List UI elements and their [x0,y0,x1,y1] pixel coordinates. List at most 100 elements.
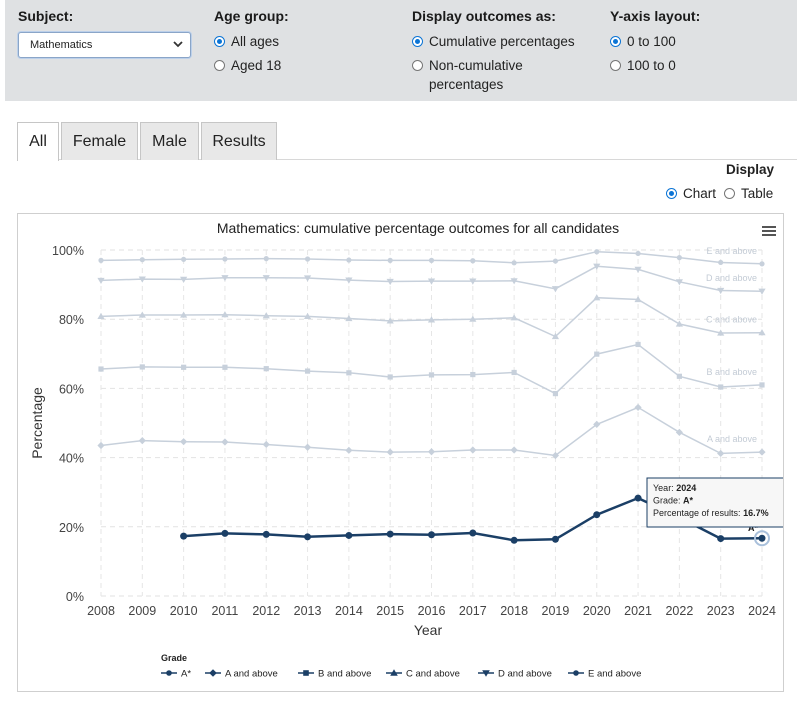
x-tick-label: 2021 [624,604,652,618]
data-point [469,278,477,285]
data-point [551,332,560,340]
data-point [634,266,642,273]
data-point [427,278,436,285]
data-point [552,258,559,264]
data-point [717,329,725,336]
data-point [717,449,725,458]
tab-female[interactable]: Female [61,122,138,160]
data-point [180,276,188,284]
data-point [428,257,435,263]
display-option-table[interactable]: Table [724,184,773,203]
y-axis-layout-label: Y-axis layout: [610,8,701,24]
data-point [97,312,105,320]
age-group-label: Age group: [214,8,289,24]
tooltip-line: Year: 2024 [653,483,696,493]
data-point [263,256,269,262]
tooltip-line: Percentage of results: 16.7% [653,508,769,518]
data-point [222,256,228,262]
data-point [676,255,682,261]
data-point [634,295,642,303]
radio-icon[interactable] [610,36,621,47]
tooltip-line: Grade: A* [653,496,694,506]
x-tick-label: 2020 [583,604,611,618]
x-tick-label: 2014 [335,604,363,618]
data-point [304,533,312,541]
y-tick-label: 60% [59,382,84,396]
x-tick-label: 2016 [418,604,446,618]
yaxis-option-0-100-label: 0 to 100 [627,34,676,49]
radio-icon[interactable] [724,188,736,199]
outcome-option-noncumulative[interactable]: Non-cumulative percentages [412,56,542,94]
filter-bar: Subject: Mathematics Age group: All ages… [5,0,797,101]
tab-results[interactable]: Results [201,122,277,160]
data-point [222,364,228,370]
radio-icon[interactable] [412,36,423,47]
radio-icon[interactable] [412,60,423,71]
age-option-18-label: Aged 18 [231,58,282,73]
data-point [634,403,642,412]
x-tick-label: 2017 [459,604,487,618]
display-option-chart-label: Chart [683,186,717,201]
data-point [552,390,559,397]
data-point [346,257,352,263]
yaxis-option-100-0[interactable]: 100 to 0 [610,56,700,75]
data-point [221,529,229,537]
data-point [759,382,765,388]
yaxis-option-0-100[interactable]: 0 to 100 [610,32,700,51]
age-option-18[interactable]: Aged 18 [214,56,289,75]
data-point [593,511,601,519]
data-point [551,286,560,293]
data-point [718,259,724,266]
data-point [758,534,766,542]
data-point [304,256,311,262]
data-point [551,535,559,543]
outcome-option-cumulative[interactable]: Cumulative percentages [412,32,575,51]
hamburger-menu-icon[interactable] [762,226,776,238]
radio-icon[interactable] [214,60,225,71]
data-point [635,250,641,257]
legend-item: A and above [225,669,278,680]
legend-marker [482,670,490,677]
series-end-label: E and above [706,246,757,256]
data-point [181,256,187,262]
x-tick-label: 2009 [128,604,156,618]
tooltip-key: Year: [653,483,676,493]
tab-all[interactable]: All [17,122,59,161]
data-point [221,438,229,446]
data-point [180,311,188,318]
data-point [469,446,477,454]
outcome-option-cumulative-label: Cumulative percentages [429,34,575,49]
tooltip-value: 2024 [676,483,696,493]
y-axis-layout-filter: Y-axis layout: 0 to 100 100 to 0 [610,8,700,80]
radio-icon[interactable] [214,36,225,47]
series-end-label: C and above [706,315,757,325]
radio-icon[interactable] [666,188,677,199]
legend-item: D and above [498,669,552,680]
data-point [304,368,311,374]
radio-icon[interactable] [610,60,621,71]
age-group-filter: Age group: All ages Aged 18 [214,8,289,80]
subject-select[interactable]: Mathematics [18,32,191,58]
tab-male[interactable]: Male [140,122,199,160]
data-point [511,369,517,376]
display-option-chart[interactable]: Chart [666,184,716,203]
y-tick-label: 20% [59,521,84,535]
age-option-all[interactable]: All ages [214,32,289,51]
subject-select-value: Mathematics [30,39,93,51]
data-point [386,448,394,456]
legend-title: Grade [161,653,187,663]
legend-marker [209,669,217,677]
data-point [593,263,601,270]
data-point [510,278,518,285]
data-point [262,530,270,538]
data-point [428,531,435,539]
data-point [98,257,104,263]
data-point [470,371,476,378]
y-tick-label: 80% [59,313,84,327]
data-point [758,288,766,295]
data-point [262,275,270,282]
chart-container: Mathematics: cumulative percentage outco… [17,213,784,692]
x-tick-label: 2011 [211,604,238,618]
legend-item: C and above [406,669,460,680]
data-point [635,341,641,348]
